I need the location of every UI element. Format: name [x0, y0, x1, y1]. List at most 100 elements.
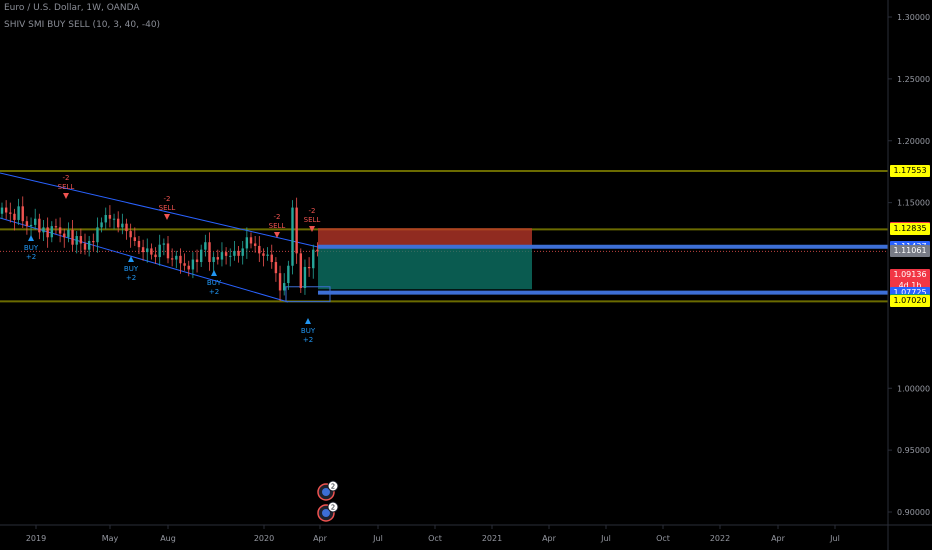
candle-body[interactable] [179, 255, 182, 264]
candle-body[interactable] [166, 243, 170, 259]
candle-body[interactable] [4, 207, 8, 213]
candle-body[interactable] [253, 243, 257, 246]
candle-body[interactable] [42, 227, 45, 233]
economic-event-marker[interactable]: 2 [317, 501, 339, 522]
candle-body[interactable] [299, 253, 302, 289]
candle-body[interactable] [208, 242, 211, 263]
economic-event-marker[interactable]: 2 [317, 480, 339, 501]
candle-body[interactable] [262, 253, 265, 256]
candle-body[interactable] [158, 244, 161, 258]
candle-body[interactable] [9, 212, 12, 214]
candle-body[interactable] [287, 265, 290, 284]
candle-body[interactable] [312, 249, 315, 269]
candle-body[interactable] [108, 215, 112, 219]
candle-body[interactable] [129, 231, 132, 238]
candle-body[interactable] [50, 226, 53, 238]
candle-body[interactable] [200, 249, 203, 263]
candle-body[interactable] [187, 265, 190, 270]
candle-body[interactable] [25, 221, 29, 227]
indicator-legend[interactable]: SHIV SMI BUY SELL (10, 3, 40, -40) [4, 20, 161, 30]
price-tag[interactable]: 1.09136 [890, 269, 930, 282]
buy-signal[interactable]: BUY+2 [24, 235, 39, 261]
candle-body[interactable] [34, 218, 37, 225]
candle-body[interactable] [54, 226, 58, 228]
candle-body[interactable] [17, 206, 20, 220]
candle-body[interactable] [154, 254, 157, 258]
candle-body[interactable] [241, 248, 244, 256]
candle-body[interactable] [46, 227, 49, 238]
candle-body[interactable] [146, 248, 149, 253]
candle-body[interactable] [233, 250, 236, 256]
price-tag[interactable]: 1.17553 [890, 165, 930, 178]
candle-body[interactable] [92, 240, 95, 243]
candle-body[interactable] [291, 207, 294, 266]
price-tag[interactable]: 1.11061 [890, 245, 930, 258]
candle-body[interactable] [150, 248, 153, 255]
candle-body[interactable] [316, 249, 319, 252]
candle-body[interactable] [278, 273, 282, 291]
candle-body[interactable] [216, 257, 219, 260]
channel-upper-line[interactable] [0, 172, 319, 248]
candle-body[interactable] [212, 257, 215, 263]
candle-body[interactable] [112, 218, 116, 220]
candle-body[interactable] [283, 283, 286, 291]
candle-body[interactable] [258, 245, 261, 254]
buy-signal[interactable]: BUY+2 [124, 256, 139, 282]
candle-body[interactable] [63, 233, 66, 238]
candle-body[interactable] [38, 218, 41, 233]
candle-body[interactable] [266, 254, 269, 256]
candle-body[interactable] [121, 223, 124, 228]
candle-body[interactable] [175, 255, 178, 260]
candle-body[interactable] [104, 215, 107, 223]
candle-body[interactable] [249, 237, 253, 244]
candle-body[interactable] [13, 213, 16, 220]
candle-body[interactable] [237, 250, 240, 256]
candle-body[interactable] [125, 223, 128, 232]
time-axis[interactable]: 2019 May Aug 2020 Apr Jul Oct 2021 Apr Jul Oct 2022… [26, 525, 840, 543]
candle-body[interactable] [270, 254, 273, 263]
buy-signal[interactable]: BUY+2 [207, 270, 222, 296]
candle-body[interactable] [71, 229, 74, 245]
candle-body[interactable] [87, 240, 91, 250]
buy-signal[interactable]: BUY+2 [301, 318, 316, 344]
candle-body[interactable] [162, 243, 166, 245]
candle-body[interactable] [100, 222, 103, 228]
candle-body[interactable] [307, 266, 311, 269]
candle-body[interactable] [58, 227, 62, 234]
candle-body[interactable] [133, 237, 136, 241]
candle-body[interactable] [137, 240, 141, 248]
candle-body[interactable] [75, 236, 78, 245]
candle-body[interactable] [67, 229, 70, 238]
candle-body[interactable] [183, 263, 186, 266]
candle-body[interactable] [83, 243, 87, 250]
candle-body[interactable] [303, 266, 307, 289]
candle-body[interactable] [245, 237, 249, 249]
stop-loss-zone[interactable] [318, 228, 532, 247]
candle-body[interactable] [204, 242, 207, 250]
candle-body[interactable] [29, 224, 33, 227]
candle-body[interactable] [117, 218, 120, 228]
candle-body[interactable] [96, 227, 99, 243]
candle-body[interactable] [170, 258, 174, 260]
candle-body[interactable] [229, 255, 232, 257]
symbol-legend[interactable]: Euro / U.S. Dollar, 1W, OANDA [4, 3, 140, 13]
candle-body[interactable] [21, 206, 24, 222]
candle-body[interactable] [191, 259, 195, 270]
price-tag[interactable]: 1.07020 [890, 295, 930, 308]
candle-body[interactable] [220, 252, 224, 260]
candle-body[interactable] [274, 262, 278, 274]
price-tag[interactable]: 1.12835 [890, 223, 930, 236]
candle-body[interactable] [0, 207, 4, 214]
candle-body[interactable] [79, 236, 83, 244]
candle-body[interactable] [195, 259, 199, 263]
candle-body[interactable] [295, 207, 298, 254]
take-profit-zone[interactable] [318, 246, 532, 290]
candle-body[interactable] [141, 247, 145, 253]
price-axis[interactable]: 1.30000 1.25000 1.20000 1.15000 1.00000 0.950… [888, 13, 930, 517]
candle-body[interactable] [224, 252, 228, 256]
